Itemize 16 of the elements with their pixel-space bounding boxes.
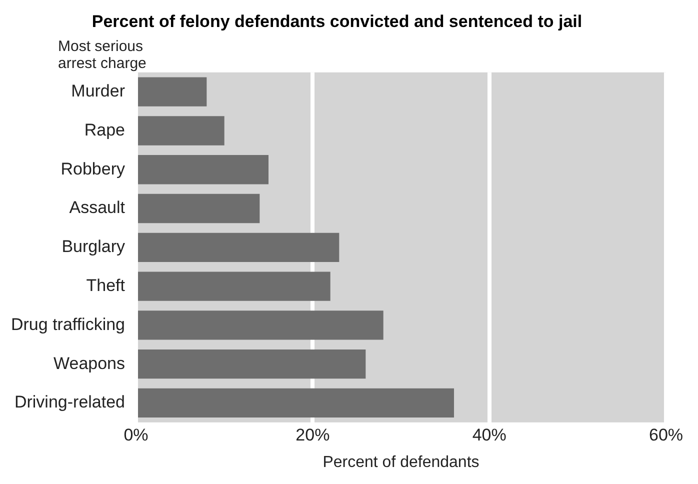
x-tick-label: 0% xyxy=(124,425,148,444)
y-tick-label: Burglary xyxy=(62,237,126,256)
y-tick-label: Weapons xyxy=(53,354,126,373)
y-tick-label: Rape xyxy=(84,120,126,140)
y-tick-label: Driving-related xyxy=(14,392,126,412)
x-tick-label: 20% xyxy=(296,425,330,444)
y-tick-label: Assault xyxy=(69,198,126,218)
chart-title: Percent of felony defendants convicted and sentenced to jail xyxy=(92,12,582,31)
x-axis-title: Percent of defendants xyxy=(322,454,480,471)
y-tick-label: Theft xyxy=(86,276,126,295)
y-tick-label: Robbery xyxy=(60,159,126,178)
y-tick-label: Drug trafficking xyxy=(10,314,126,334)
x-tick-label: 60% xyxy=(648,425,684,444)
y-tick-label: Murder xyxy=(71,82,126,101)
x-tick-label: 40% xyxy=(472,425,506,444)
y-axis-title: Most serious arrest charge xyxy=(58,38,148,72)
